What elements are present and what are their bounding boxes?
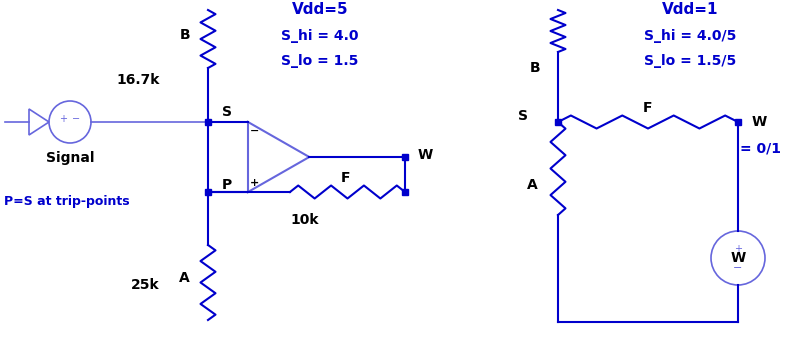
Text: S_lo = 1.5/5: S_lo = 1.5/5 — [644, 54, 736, 68]
Text: B: B — [530, 61, 540, 75]
Text: −: − — [250, 126, 260, 136]
Text: S_hi = 4.0: S_hi = 4.0 — [282, 29, 358, 43]
Text: −: − — [734, 263, 742, 273]
Text: A: A — [527, 178, 538, 192]
Text: W: W — [418, 148, 434, 162]
Text: +: + — [734, 244, 742, 254]
Text: F: F — [643, 101, 653, 115]
Text: Signal: Signal — [46, 151, 94, 165]
Text: Vdd=5: Vdd=5 — [292, 2, 348, 17]
Text: S: S — [518, 109, 528, 123]
Text: 25k: 25k — [131, 278, 160, 292]
Text: S: S — [222, 105, 232, 119]
Text: 16.7k: 16.7k — [117, 73, 160, 87]
Text: F: F — [340, 171, 350, 185]
Text: A: A — [179, 271, 190, 285]
Text: S_lo = 1.5: S_lo = 1.5 — [282, 54, 358, 68]
Text: = 0/1: = 0/1 — [740, 141, 781, 155]
Text: Vdd=1: Vdd=1 — [662, 2, 718, 17]
Text: P: P — [222, 178, 232, 192]
Text: B: B — [179, 28, 190, 42]
Text: +: + — [250, 178, 260, 188]
Text: W: W — [752, 115, 767, 129]
Text: P=S at trip-points: P=S at trip-points — [4, 195, 130, 208]
Text: W: W — [730, 251, 746, 265]
Text: 10k: 10k — [290, 213, 319, 227]
Text: −: − — [72, 114, 80, 124]
Text: +: + — [59, 114, 67, 124]
Text: S_hi = 4.0/5: S_hi = 4.0/5 — [644, 29, 736, 43]
